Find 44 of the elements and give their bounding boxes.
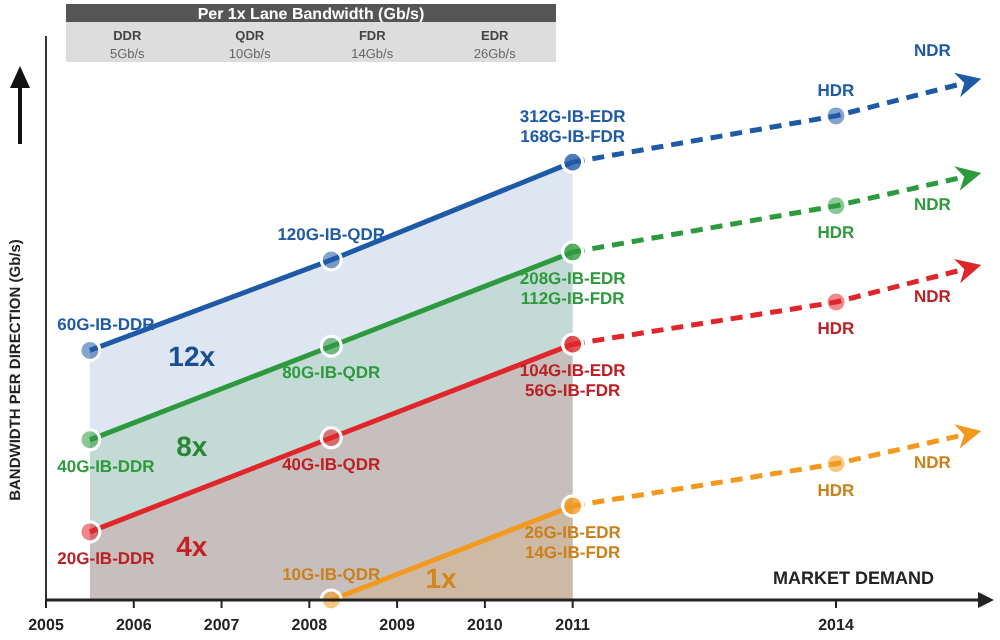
annotation: 40G-IB-DDR xyxy=(57,455,155,476)
x-tick-label: 2005 xyxy=(28,616,65,634)
annotation: MARKET DEMAND xyxy=(773,568,935,588)
text: Per 1x Lane Bandwidth (Gb/s) xyxy=(197,5,426,23)
point xyxy=(319,248,343,272)
point xyxy=(319,426,343,450)
annotation: NDR xyxy=(914,194,951,215)
point xyxy=(319,334,343,358)
annotation: NDR xyxy=(914,452,951,473)
x-tick-label: 2009 xyxy=(379,616,417,634)
annotation: 40G-IB-QDR xyxy=(282,453,381,474)
point xyxy=(78,520,102,544)
point xyxy=(824,290,848,314)
x-tick-label: 2014 xyxy=(818,616,855,634)
annotation: 14G-IB-FDR xyxy=(524,541,621,562)
annotation: HDR xyxy=(817,79,855,100)
x-tick-label: 2008 xyxy=(291,616,329,634)
annotation: 104G-IB-EDR xyxy=(519,360,626,381)
x-tick-label: 2011 xyxy=(555,616,592,634)
annotation: 112G-IB-FDR xyxy=(520,288,625,309)
annotation: 56G-IB-FDR xyxy=(524,380,621,401)
point xyxy=(824,452,848,476)
annotation: HDR xyxy=(817,318,855,339)
annotation: HDR xyxy=(817,479,855,500)
annotation: 168G-IB-FDR xyxy=(520,126,626,147)
annotation: 208G-IB-EDR xyxy=(519,268,626,289)
x-tick-label: 2007 xyxy=(203,616,241,634)
annotation: 10G-IB-QDR xyxy=(282,564,381,584)
annotation: 20G-IB-DDR xyxy=(57,547,155,568)
annotation: 4x xyxy=(176,529,208,562)
annotation: 26G-IB-EDR xyxy=(524,521,621,542)
annotation: 12x xyxy=(168,340,216,373)
point xyxy=(824,104,848,128)
x-tick-label: 2006 xyxy=(115,616,153,634)
annotation: 80G-IB-QDR xyxy=(282,362,381,383)
annotation: 312G-IB-EDR xyxy=(519,106,626,127)
annotation: 1x xyxy=(425,562,457,595)
annotation: HDR xyxy=(817,221,855,242)
annotation: 8x xyxy=(176,430,208,463)
x-tick-label: 2010 xyxy=(467,616,504,634)
annotation: NDR xyxy=(914,40,951,60)
annotation: NDR xyxy=(914,286,951,307)
point xyxy=(824,194,848,218)
point xyxy=(78,428,102,452)
